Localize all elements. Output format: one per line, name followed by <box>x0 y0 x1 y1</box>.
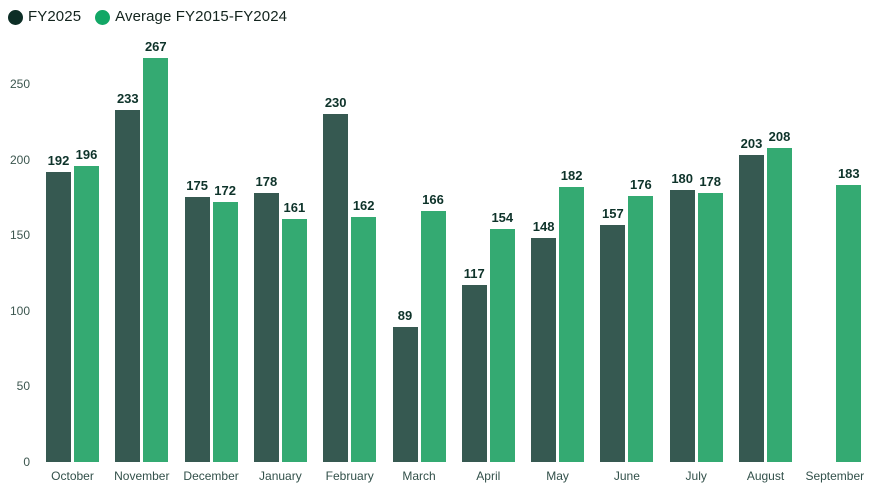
bar-average-september <box>836 185 862 462</box>
x-axis-label-december: December <box>183 469 239 483</box>
bar-average-april <box>489 229 515 462</box>
y-axis-tick-200: 200 <box>9 152 30 167</box>
value-label-fy2025-december: 175 <box>186 178 208 194</box>
value-label-average-september: 183 <box>837 166 860 182</box>
bar-fy2025-june <box>600 224 626 462</box>
legend-item-fy2025: FY2025 <box>8 8 81 26</box>
x-axis-label-november: November <box>114 469 170 483</box>
value-label-average-august: 208 <box>768 128 791 144</box>
value-label-average-february: 162 <box>352 198 375 214</box>
value-label-fy2025-january: 178 <box>255 173 278 189</box>
value-label-average-march: 166 <box>422 192 444 207</box>
value-label-fy2025-april: 117 <box>463 266 485 282</box>
bar-average-march <box>420 211 446 462</box>
bar-fy2025-december <box>184 197 210 462</box>
legend-item-average: Average FY2015-FY2024 <box>95 8 287 26</box>
bar-fy2025-april <box>461 285 487 462</box>
bar-average-august <box>767 147 792 462</box>
x-axis-label-april: April <box>476 469 501 483</box>
value-label-fy2025-august: 203 <box>740 136 763 152</box>
x-axis-label-may: May <box>546 469 569 483</box>
value-label-average-july: 178 <box>699 173 722 189</box>
value-label-fy2025-july: 180 <box>671 170 694 186</box>
value-label-fy2025-february: 230 <box>324 95 347 111</box>
bar-average-may <box>559 186 585 462</box>
y-axis-tick-100: 100 <box>9 303 30 318</box>
bar-average-july <box>697 192 723 462</box>
bar-average-december <box>212 201 238 462</box>
legend-label-fy2025: FY2025 <box>28 8 82 25</box>
value-label-fy2025-november: 233 <box>116 90 139 106</box>
bar-fy2025-july <box>669 189 695 462</box>
x-axis-label-march: March <box>402 469 436 483</box>
bar-fy2025-may <box>531 238 557 462</box>
value-label-average-december: 172 <box>214 182 236 198</box>
legend-label-average: Average FY2015-FY2024 <box>115 8 288 25</box>
y-axis-tick-250: 250 <box>9 77 30 91</box>
chart-legend: FY2025 Average FY2015-FY2024 <box>8 8 287 26</box>
x-axis-label-august: August <box>746 469 785 483</box>
value-label-fy2025-march: 89 <box>397 308 413 324</box>
y-axis-tick-150: 150 <box>9 228 30 243</box>
bar-average-october <box>74 165 99 462</box>
x-axis-label-july: July <box>685 469 707 483</box>
value-label-average-october: 196 <box>75 146 98 162</box>
bar-average-november <box>143 58 169 462</box>
legend-dot-fy2025 <box>8 9 23 25</box>
bar-average-june <box>628 195 654 462</box>
x-axis-label-january: January <box>259 469 302 483</box>
bar-average-january <box>281 218 307 462</box>
x-axis-label-february: February <box>325 469 374 483</box>
bar-fy2025-january <box>253 192 279 462</box>
value-label-fy2025-june: 157 <box>602 205 624 221</box>
bar-fy2025-october <box>46 171 71 462</box>
bar-fy2025-november <box>115 109 141 462</box>
bar-fy2025-march <box>392 327 418 462</box>
value-label-fy2025-october: 192 <box>47 152 70 168</box>
x-axis-label-october: October <box>51 469 94 483</box>
value-label-average-january: 161 <box>283 199 306 215</box>
bar-average-february <box>351 217 377 462</box>
y-axis-tick-50: 50 <box>16 379 30 394</box>
y-axis-tick-0: 0 <box>23 455 30 469</box>
x-axis-label-september: September <box>805 469 865 483</box>
value-label-average-may: 182 <box>560 167 583 183</box>
value-label-fy2025-may: 148 <box>532 219 555 235</box>
value-label-average-june: 176 <box>630 176 652 192</box>
legend-dot-average <box>95 9 111 25</box>
x-axis-label-june: June <box>613 469 640 483</box>
value-label-average-november: 267 <box>144 39 167 55</box>
bar-fy2025-august <box>739 155 764 462</box>
value-label-average-april: 154 <box>491 210 514 226</box>
bar-fy2025-february <box>323 114 349 462</box>
